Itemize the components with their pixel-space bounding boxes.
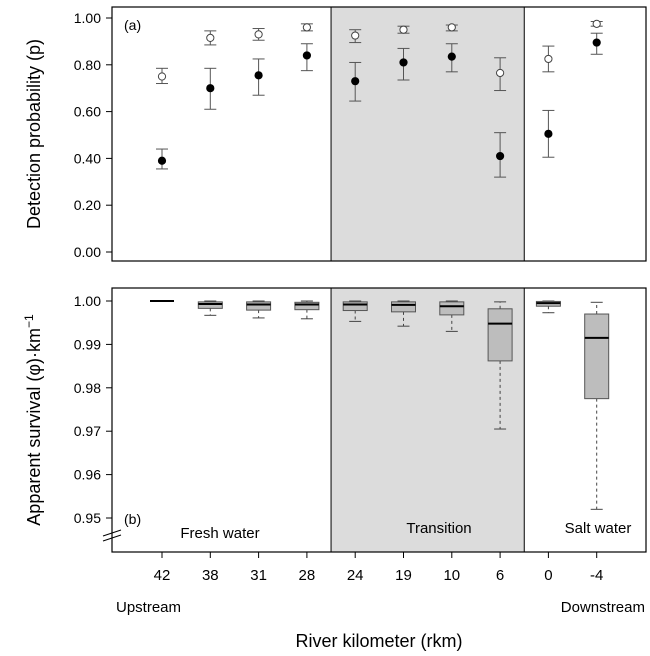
panel-b-box-body (342, 301, 368, 312)
panel-a-point-open (206, 33, 215, 42)
panel-b-frame (111, 287, 647, 553)
panel-b-box-body (439, 301, 465, 316)
x-axis: 42 38 31 28 24 19 10 6 0 -4 (154, 552, 603, 584)
panel-a-point-open (302, 23, 311, 32)
panel-a-point-filled (399, 58, 408, 67)
panel-a-point-open (157, 72, 167, 81)
panel-a: 0.00 0.20 0.40 0.60 0.80 1.00 (a) Detection p… (24, 6, 647, 262)
panel-b-box-body (294, 301, 320, 311)
x-tick-label: 24 (347, 567, 364, 584)
panel-b-box-body (391, 301, 416, 313)
x-tick-label: 42 (154, 567, 171, 584)
panel-a-point-filled (351, 77, 360, 86)
panel-a-y-tick-label: 0.20 (74, 197, 101, 213)
panel-a-point-filled (447, 52, 456, 61)
panel-a-point-filled (496, 151, 505, 161)
panel-b-box (584, 301, 610, 510)
panel-b-y-axis-title-exponent: −1 (22, 314, 36, 328)
panel-b: 0.95 0.96 0.97 0.98 0.99 1.00 (b) Fresh water… (22, 287, 647, 553)
panel-a-point-open (447, 23, 456, 32)
panel-b-box (246, 300, 272, 319)
downstream-label: Downstream (561, 599, 645, 616)
panel-a-point-open (544, 54, 553, 64)
panel-a-point-filled (206, 84, 215, 93)
panel-a-point-filled (157, 156, 167, 165)
panel-b-y-axis-title: Apparent survival (φ)·km−1 (22, 314, 44, 526)
panel-b-y-tick-label: 0.95 (74, 510, 101, 526)
x-tick-label: -4 (590, 567, 603, 584)
x-tick-label: 10 (443, 567, 460, 584)
panel-b-y-axis: 0.95 0.96 0.97 0.98 0.99 1.00 (74, 293, 112, 526)
region-label-fresh-water: Fresh water (180, 525, 259, 542)
panel-b-box (391, 300, 416, 327)
upstream-label: Upstream (116, 599, 181, 616)
x-tick-label: 6 (496, 567, 504, 584)
panel-a-y-axis: 0.00 0.20 0.40 0.60 0.80 1.00 (74, 10, 112, 260)
panel-a-points (156, 19, 603, 178)
panel-a-point-open (254, 30, 263, 39)
axis-break-icon (102, 529, 122, 542)
panel-a-y-tick-label: 0.00 (74, 244, 101, 260)
region-label-transition: Transition (406, 520, 471, 537)
panel-b-box (197, 300, 223, 316)
x-axis-title: River kilometer (rkm) (295, 631, 462, 651)
panel-a-label: (a) (124, 17, 141, 33)
panel-b-box-body (584, 313, 610, 400)
region-label-salt-water: Salt water (565, 520, 632, 537)
panel-a-y-tick-label: 0.80 (74, 57, 101, 73)
panel-b-boxes (150, 300, 610, 510)
panel-b-box (535, 300, 561, 314)
panel-b-label: (b) (124, 511, 141, 527)
panel-b-y-tick-label: 1.00 (74, 293, 101, 309)
panel-b-box (439, 300, 465, 332)
panel-b-box (294, 300, 320, 320)
panel-b-box-body (197, 301, 223, 309)
panel-a-point-open (351, 31, 360, 40)
panel-a-point-filled (302, 51, 311, 60)
panel-b-y-tick-label: 0.99 (74, 336, 101, 352)
panel-b-box (487, 301, 513, 430)
panel-b-y-tick-label: 0.96 (74, 467, 101, 483)
panel-a-y-tick-label: 0.40 (74, 150, 101, 166)
panel-a-point-filled (254, 71, 263, 80)
panel-a-point-open (399, 25, 408, 34)
panel-b-box-body (246, 301, 272, 311)
panel-a-y-axis-title: Detection probability (p) (24, 39, 44, 229)
panel-a-y-tick-label: 0.60 (74, 104, 101, 120)
x-tick-label: 28 (299, 567, 316, 584)
panel-a-point-filled (544, 129, 553, 138)
panel-a-point-filled (592, 38, 601, 47)
x-tick-label: 0 (544, 567, 552, 584)
panel-a-point-open (496, 68, 505, 78)
panel-b-y-tick-label: 0.97 (74, 423, 101, 439)
x-tick-label: 38 (202, 567, 219, 584)
panel-a-point-open (592, 19, 601, 28)
panel-a-y-tick-label: 1.00 (74, 10, 101, 26)
panel-b-box (342, 300, 368, 322)
panel-b-y-axis-title-main: Apparent survival (φ)·km (24, 328, 44, 526)
x-tick-label: 19 (395, 567, 412, 584)
panel-a-shaded-region (331, 7, 525, 261)
panel-a-frame (111, 6, 647, 262)
x-tick-label: 31 (250, 567, 267, 584)
panel-b-box-body (487, 308, 513, 362)
panel-b-y-tick-label: 0.98 (74, 380, 101, 396)
